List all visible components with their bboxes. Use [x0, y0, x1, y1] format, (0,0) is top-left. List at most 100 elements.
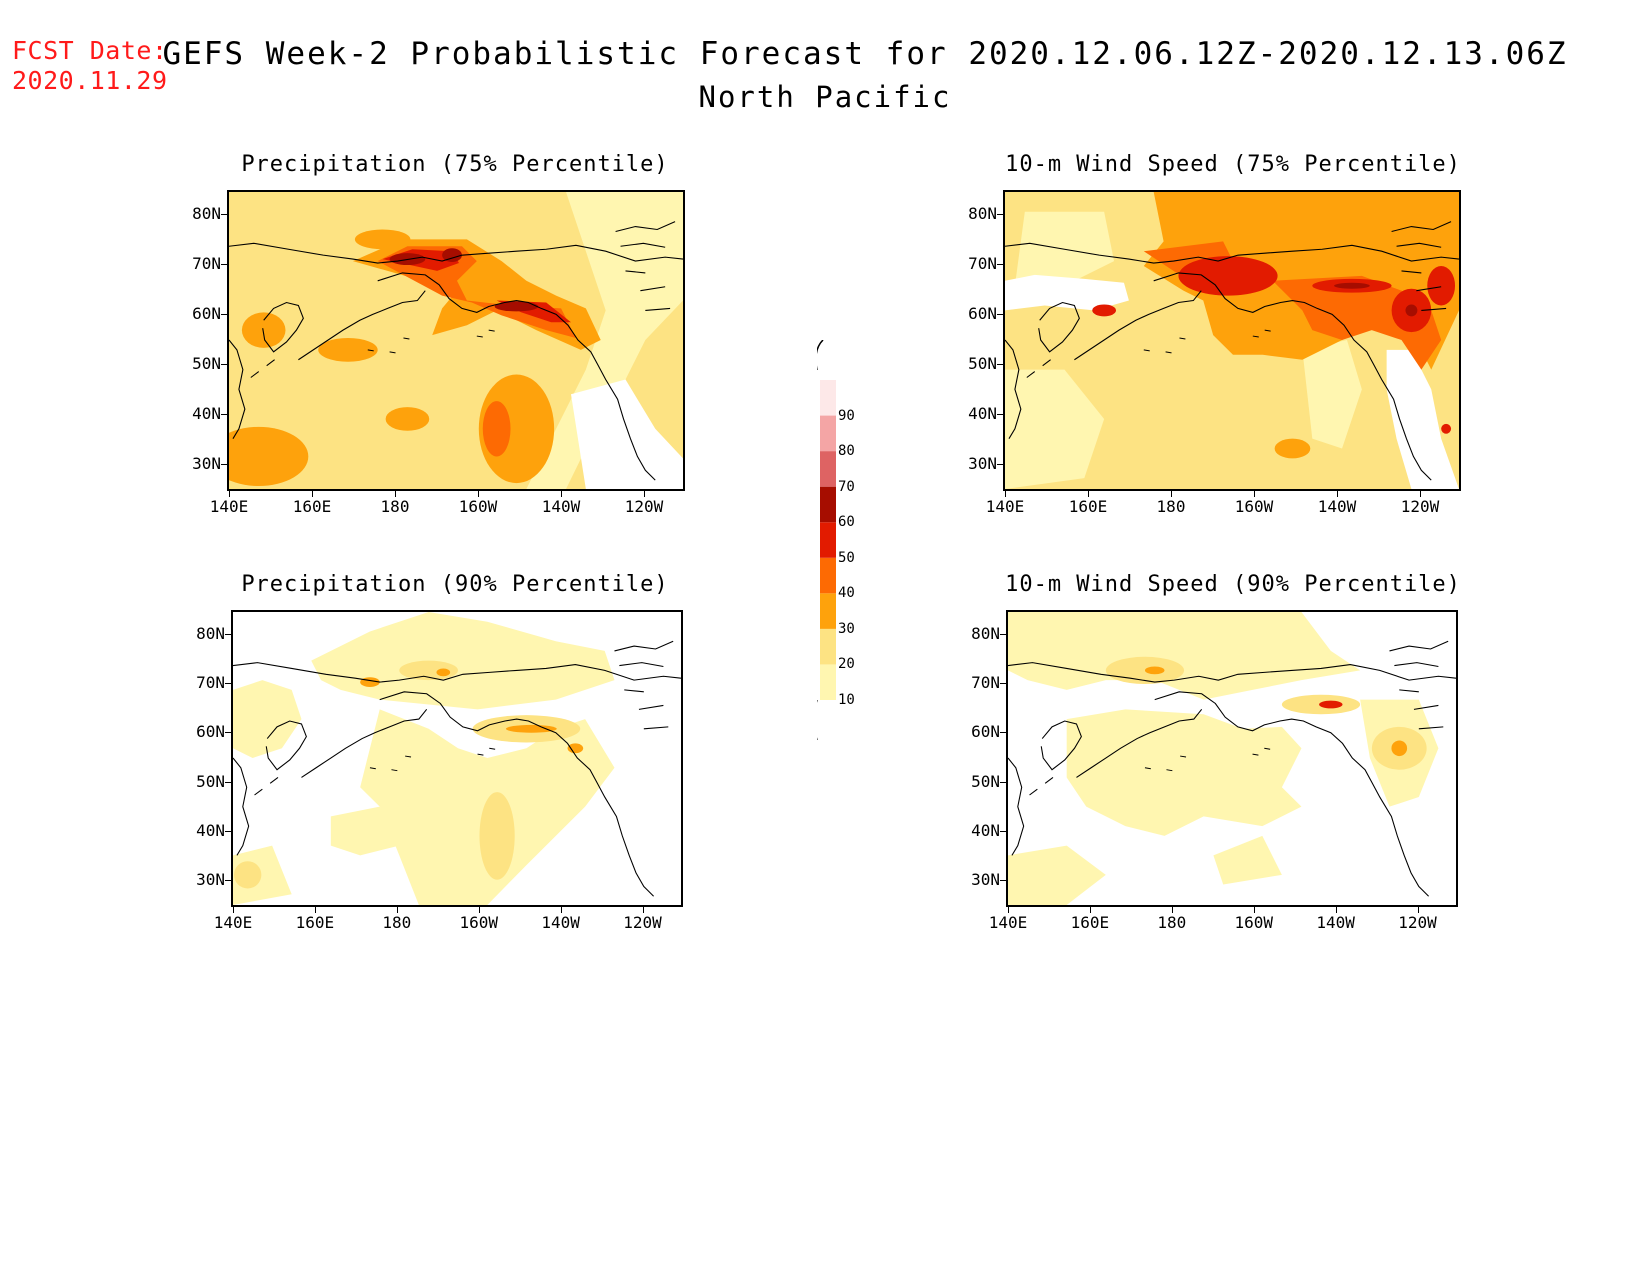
lat-tick-label: 80N — [968, 204, 997, 223]
lat-tick-mark — [1000, 880, 1006, 882]
panel-title-prcp75: Precipitation (75% Percentile) — [241, 152, 669, 177]
lat-tick-label: 50N — [971, 771, 1000, 791]
shaded-region — [318, 338, 378, 362]
lat-tick-label: 30N — [971, 870, 1000, 890]
map-wind-90 — [1006, 610, 1458, 907]
lat-tick-mark — [225, 831, 231, 833]
lon-tick-mark — [312, 491, 313, 497]
lat-tick-label: 40N — [192, 404, 221, 423]
lon-tick-mark — [314, 907, 316, 913]
shaded-region — [1319, 700, 1343, 709]
coastline — [1008, 640, 1456, 897]
shaded-region — [229, 426, 309, 487]
lon-tick-mark — [642, 907, 644, 913]
lat-tick-label: 50N — [968, 354, 997, 373]
map-canvas — [229, 192, 683, 489]
lon-tick-label: 180 — [382, 913, 412, 932]
lat-tick-mark — [997, 364, 1003, 365]
lat-tick-label: 30N — [196, 870, 225, 890]
lat-tick-label: 40N — [196, 821, 225, 841]
lat-tick-mark — [997, 264, 1003, 265]
lat-tick-label: 60N — [196, 722, 225, 742]
forecast-date-value: 2020.11.29 — [12, 66, 168, 95]
panel-title-wind75: 10-m Wind Speed (75% Percentile) — [1005, 152, 1461, 177]
lat-tick-mark — [1000, 781, 1006, 783]
map-precip-90 — [231, 610, 683, 907]
lon-tick-mark — [1088, 491, 1089, 497]
island — [1252, 335, 1259, 338]
island — [1180, 755, 1187, 758]
colorbar-swatch — [820, 451, 836, 487]
lat-tick-label: 80N — [971, 623, 1000, 643]
lon-tick-mark — [1253, 907, 1255, 913]
shaded-region — [482, 401, 511, 457]
lon-tick-label: 160E — [1070, 913, 1110, 932]
colorbar-swatch — [820, 415, 836, 452]
colorbar-swatch — [820, 628, 836, 665]
shaded-region — [233, 861, 262, 889]
lat-tick-mark — [225, 683, 231, 685]
island — [1179, 337, 1186, 340]
shaded-region — [1386, 349, 1459, 489]
shaded-region — [385, 407, 430, 431]
island — [1144, 767, 1151, 770]
lat-tick-mark — [225, 781, 231, 783]
lat-tick-label: 80N — [192, 204, 221, 223]
lat-tick-label: 40N — [968, 404, 997, 423]
island — [403, 337, 410, 340]
lon-tick-mark — [229, 491, 230, 497]
colorbar-level-label: 50 — [838, 549, 855, 566]
shaded-region — [505, 724, 557, 733]
island — [1143, 349, 1150, 352]
colorbar-level-label: 90 — [838, 407, 855, 424]
colorbar-swatch — [820, 522, 836, 558]
lon-tick-label: 160E — [1068, 497, 1108, 516]
lon-tick-label: 140E — [985, 497, 1025, 516]
shaded-region — [377, 246, 576, 339]
lon-tick-label: 160E — [292, 497, 332, 516]
lat-tick-label: 50N — [192, 354, 221, 373]
lon-tick-label: 120W — [624, 497, 664, 516]
lon-tick-mark — [561, 491, 562, 497]
lon-tick-label: 180 — [380, 497, 410, 516]
lat-tick-mark — [221, 414, 227, 415]
lon-tick-label: 160W — [459, 913, 498, 932]
shaded-region — [1005, 369, 1105, 489]
island — [1165, 351, 1172, 354]
shaded-region — [1008, 612, 1361, 700]
lat-tick-mark — [1000, 732, 1006, 734]
lat-tick-label: 80N — [196, 623, 225, 643]
lon-tick-mark — [1171, 491, 1172, 497]
colorbar-swatch — [820, 557, 836, 594]
forecast-date: FCST Date: 2020.11.29 — [12, 36, 168, 96]
shaded-region — [1005, 274, 1129, 311]
lat-tick-label: 30N — [968, 454, 997, 473]
lon-tick-mark — [1254, 491, 1255, 497]
coastline — [1005, 221, 1459, 481]
colorbar — [817, 340, 836, 740]
lat-tick-mark — [997, 414, 1003, 415]
lon-tick-label: 120W — [623, 913, 662, 932]
shaded-region — [1334, 282, 1370, 289]
lat-tick-mark — [225, 880, 231, 882]
island — [1166, 769, 1173, 772]
shaded-region — [1008, 675, 1028, 724]
shaded-region — [1274, 438, 1311, 459]
lon-tick-mark — [1337, 491, 1338, 497]
island — [389, 351, 396, 354]
lat-tick-mark — [221, 214, 227, 215]
colorbar-level-label: 60 — [838, 514, 855, 531]
shaded-region — [1008, 845, 1106, 905]
lon-tick-mark — [560, 907, 562, 913]
island — [367, 349, 374, 352]
lon-tick-mark — [395, 491, 396, 497]
lat-tick-label: 40N — [971, 821, 1000, 841]
shaded-region — [442, 248, 462, 263]
colorbar-level-label: 10 — [838, 692, 855, 708]
island — [369, 767, 376, 770]
lon-tick-mark — [478, 907, 480, 913]
shaded-region — [494, 301, 539, 312]
shaded-region — [1066, 709, 1302, 836]
colorbar-swatch — [820, 593, 836, 629]
shaded-region — [1405, 304, 1418, 317]
